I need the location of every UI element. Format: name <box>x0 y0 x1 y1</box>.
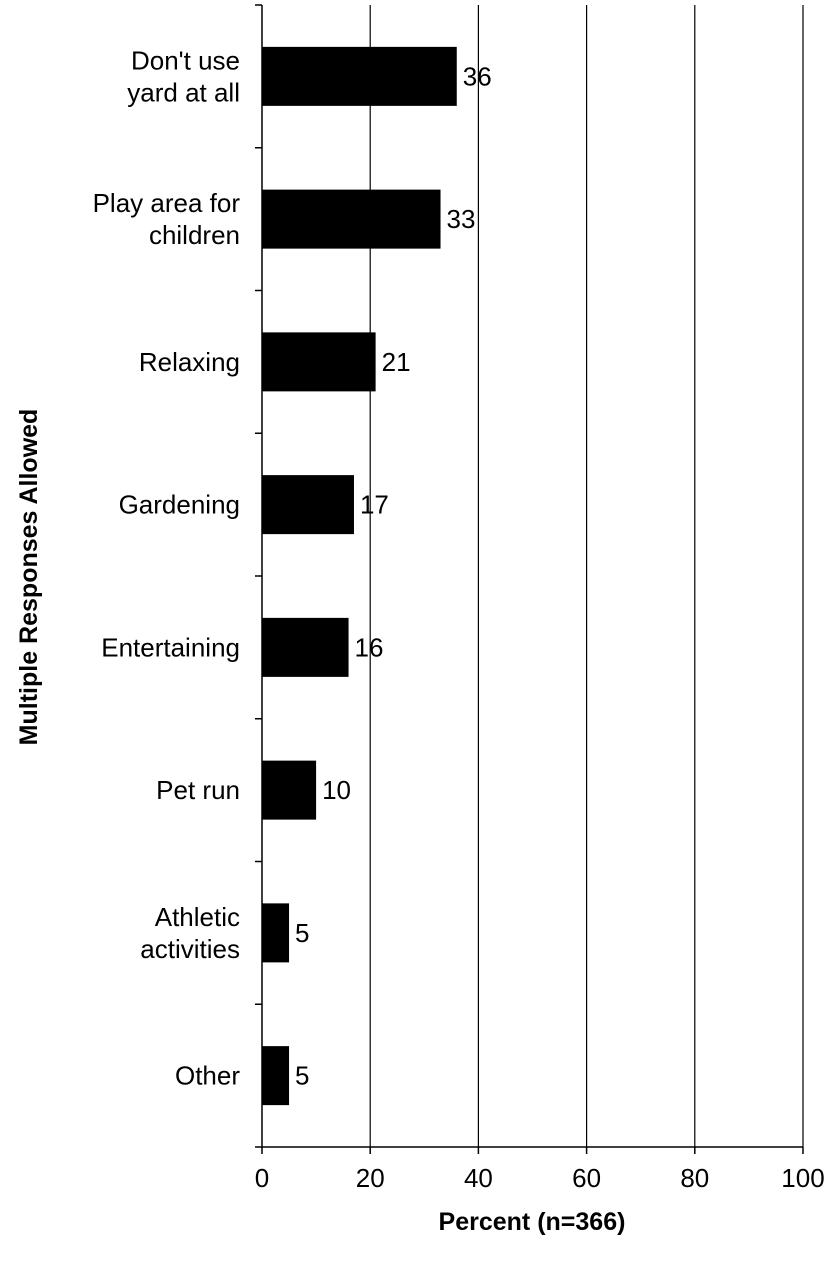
category-label-3: Gardening <box>119 490 240 520</box>
x-tick-label-80: 80 <box>680 1163 709 1193</box>
x-tick-label-0: 0 <box>255 1163 269 1193</box>
data-label-2: 21 <box>382 347 411 377</box>
data-label-0: 36 <box>463 61 492 91</box>
data-label-7: 5 <box>295 1061 309 1091</box>
bar-6 <box>262 903 290 963</box>
category-label-7: Other <box>175 1061 240 1091</box>
category-label-5: Pet run <box>156 775 240 805</box>
axes <box>255 4 804 1154</box>
x-tick-label-100: 100 <box>781 1163 824 1193</box>
data-label-5: 10 <box>322 775 351 805</box>
category-label-0: Don't use yard at all <box>127 45 240 107</box>
data-label-4: 16 <box>355 632 384 662</box>
bar-3 <box>262 475 354 535</box>
data-label-3: 17 <box>360 490 389 520</box>
bar-2 <box>262 332 376 392</box>
x-tick-label-20: 20 <box>356 1163 385 1193</box>
category-label-4: Entertaining <box>101 632 240 662</box>
category-label-2: Relaxing <box>139 347 240 377</box>
category-label-1: Play area for children <box>93 188 241 250</box>
gridlines <box>369 5 804 1147</box>
bar-0 <box>262 46 457 106</box>
data-label-6: 5 <box>295 918 309 948</box>
bars <box>262 46 457 1106</box>
bar-4 <box>262 617 349 677</box>
labels: Don't use yard at all 36 Play area for child… <box>93 45 825 1193</box>
x-tick-label-60: 60 <box>572 1163 601 1193</box>
x-axis-title: Percent (n=366) <box>439 1208 626 1236</box>
data-label-1: 33 <box>447 204 476 234</box>
bar-7 <box>262 1046 290 1106</box>
bar-1 <box>262 189 441 249</box>
y-axis-title: Multiple Responses Allowed <box>15 409 43 746</box>
bar-5 <box>262 760 317 820</box>
x-tick-label-40: 40 <box>464 1163 493 1193</box>
category-label-6: Athletic activities <box>140 902 240 964</box>
